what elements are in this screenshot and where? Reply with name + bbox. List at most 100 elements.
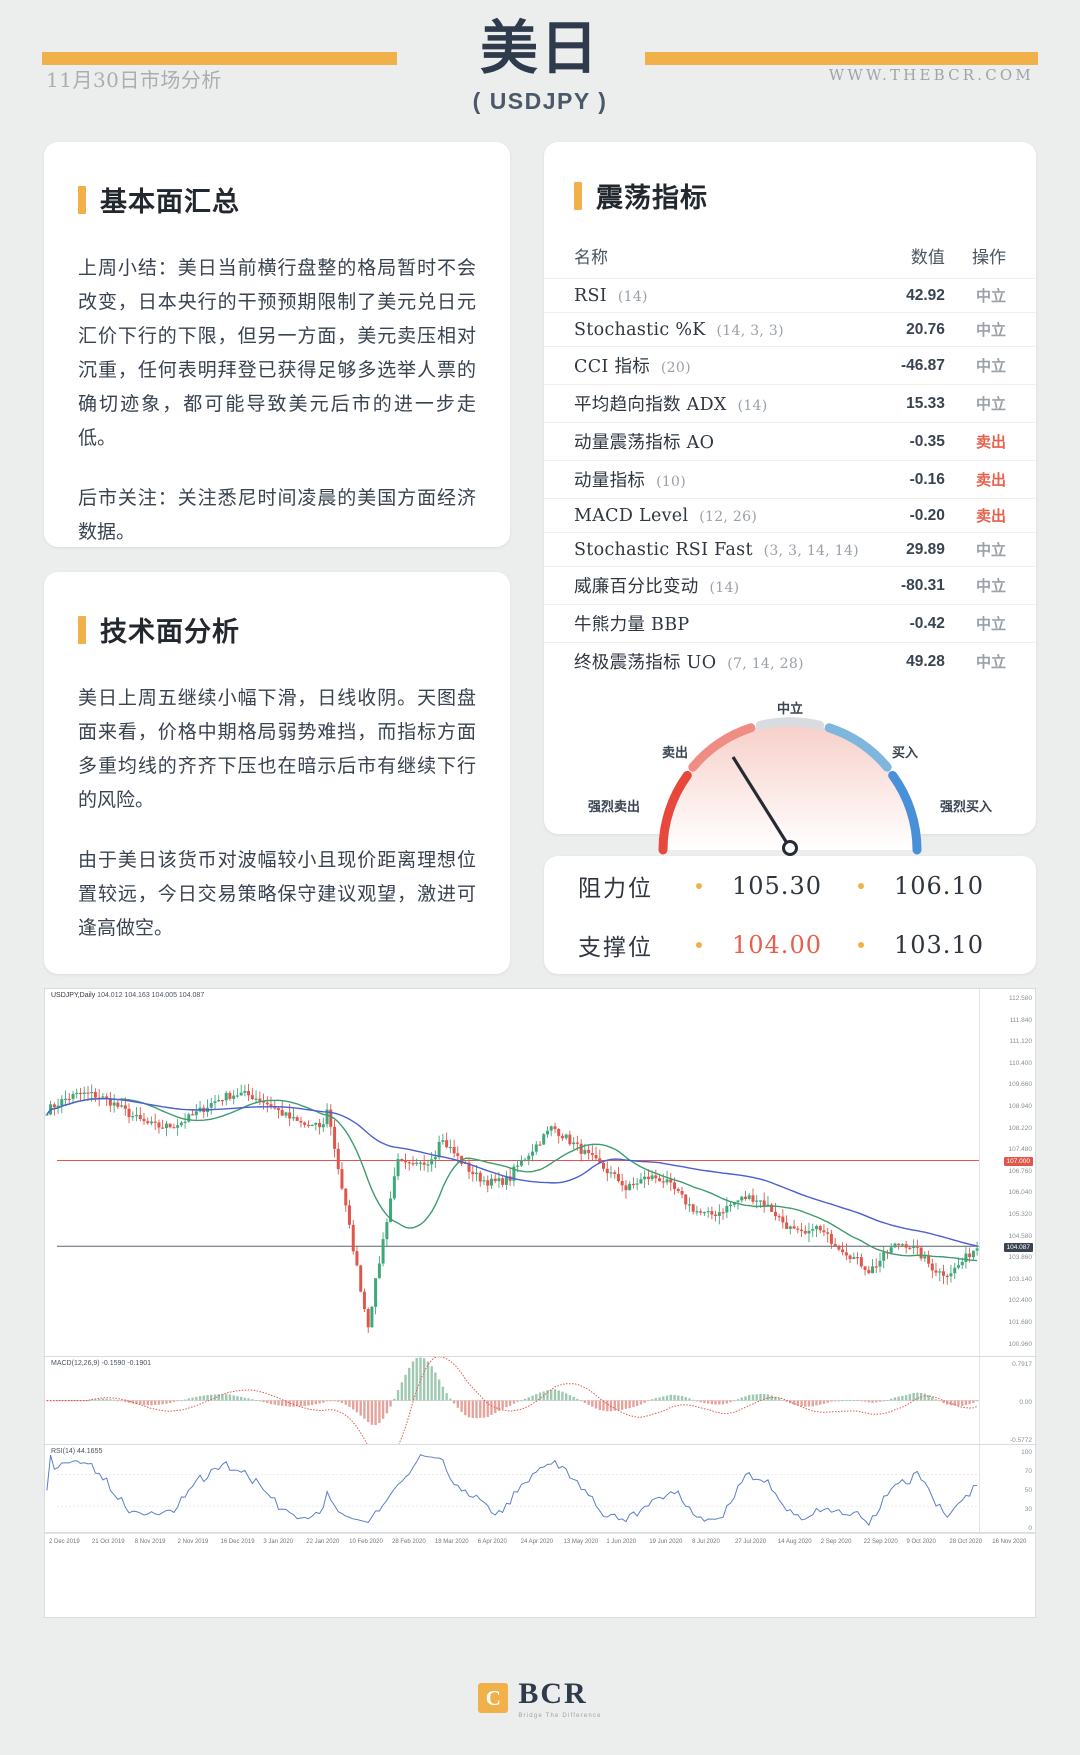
indicator-value: 15.33 <box>895 384 949 423</box>
support-value-2: 103.10 <box>894 930 984 959</box>
bcr-logo-text: BCR <box>518 1677 588 1710</box>
time-tick: 28 Oct 2020 <box>949 1538 983 1545</box>
time-tick: 6 Apr 2020 <box>477 1538 507 1545</box>
price-tick: 112.580 <box>1008 995 1032 1002</box>
col-header-value: 数值 <box>895 237 949 279</box>
indicator-action: 中立 <box>948 532 1036 567</box>
price-tick: 102.400 <box>1008 1297 1033 1305</box>
price-axis[interactable]: 112.580 111.840 111.120 110.400 109.660 108.9… <box>979 989 1035 1356</box>
technical-analysis-card: 技术面分析 美日上周五继续小幅下滑，日线收阴。天图盘面来看，价格中期格局弱势难挡… <box>44 572 510 974</box>
price-tick: 106.760 <box>1008 1167 1033 1175</box>
gauge-label-strong-buy: 强烈买入 <box>939 799 992 814</box>
price-tick: 111.120 <box>1009 1038 1032 1046</box>
rsi-plot <box>45 1445 979 1532</box>
gauge-pivot <box>782 840 798 856</box>
header-rule-left <box>42 52 397 65</box>
price-tick: 108.940 <box>1008 1103 1033 1110</box>
technical-paragraph-2: 由于美日该货币对波幅较小且现价距离理想位置较远，今日交易策略保守建议观望，激进可… <box>78 849 476 939</box>
sub-axis-tick: 30 <box>1024 1506 1032 1513</box>
oscillator-card-title: 震荡指标 <box>574 176 1006 215</box>
header-date: 11月30日市场分析 <box>46 68 222 92</box>
indicator-name: 动量震荡指标 AO <box>544 422 896 461</box>
support-cell-1: 104.00 <box>696 931 858 959</box>
time-tick: 22 Sep 2020 <box>863 1538 898 1545</box>
technical-card-title: 技术面分析 <box>78 610 476 649</box>
fundamental-title-text: 基本面汇总 <box>100 187 240 217</box>
gauge-label-sell: 卖出 <box>662 745 689 760</box>
indicator-param: (20) <box>660 360 691 376</box>
fundamental-body: 上周小结：美日当前横行盘整的格局暂时不会改变，日本央行的干预预期限制了美元兑日元… <box>78 251 476 549</box>
time-tick: 2 Sep 2020 <box>820 1538 852 1545</box>
indicator-name: 威廉百分比变动 (14) <box>544 566 896 605</box>
time-tick: 24 Apr 2020 <box>520 1538 553 1545</box>
indicator-param: (10) <box>656 474 687 490</box>
macd-svg <box>45 1355 979 1465</box>
oscillator-title-text: 震荡指标 <box>596 183 708 213</box>
time-tick: 19 Jun 2020 <box>649 1538 683 1545</box>
time-tick: 16 Dec 2019 <box>220 1538 255 1545</box>
technical-paragraph-1: 美日上周五继续小幅下滑，日线收阴。天图盘面来看，价格中期格局弱势难挡，而指标方面… <box>78 687 476 811</box>
indicator-name: 牛熊力量 BBP <box>544 604 896 643</box>
fundamental-summary-card: 基本面汇总 上周小结：美日当前横行盘整的格局暂时不会改变，日本央行的干预预期限制… <box>44 142 510 547</box>
technical-body: 美日上周五继续小幅下滑，日线收阴。天图盘面来看，价格中期格局弱势难挡，而指标方面… <box>78 681 476 945</box>
macd-axis: 0.7917 0.00 -0.5772 <box>979 1357 1035 1444</box>
price-tick: 103.860 <box>1008 1254 1033 1262</box>
gauge-segments <box>658 717 922 855</box>
sub-axis-tick: -0.5772 <box>1009 1437 1032 1444</box>
chart-symbol-title: USDJPY,Daily <box>51 992 96 999</box>
gauge-label-buy: 买入 <box>891 745 918 760</box>
indicator-action: 中立 <box>948 278 1036 313</box>
gauge-label-neutral: 中立 <box>776 701 804 716</box>
col-header-name: 名称 <box>544 237 896 279</box>
indicator-action: 中立 <box>975 653 1006 671</box>
page-title: 美日 <box>479 16 600 81</box>
support-resistance-card: 阻力位 105.30 106.10 支撑位 104.00 103.10 <box>544 856 1036 974</box>
time-tick: 27 Jul 2020 <box>735 1538 767 1545</box>
sub-axis-tick: 0 <box>1028 1525 1032 1532</box>
indicator-param: (14) <box>709 580 740 596</box>
indicator-value: -46.87 <box>895 346 949 385</box>
indicator-value: 29.89 <box>895 532 949 567</box>
price-tick: 109.660 <box>1008 1081 1033 1089</box>
time-tick: 18 Mar 2020 <box>434 1538 469 1545</box>
table-row: CCI 指标 (20) -46.87 中立 <box>544 346 1036 385</box>
indicator-value: -0.35 <box>895 422 949 461</box>
resistance-value-1: 105.30 <box>732 871 822 900</box>
time-tick: 2 Nov 2019 <box>177 1538 209 1545</box>
time-tick: 16 Nov 2020 <box>992 1538 1027 1545</box>
indicator-param: (14) <box>617 288 648 305</box>
price-chart-panel[interactable]: USDJPY,Daily 104.012 104.163 104.005 104… <box>44 988 1036 1618</box>
table-row: Stochastic RSI Fast (3, 3, 14, 14) 29.89 中… <box>544 532 1036 567</box>
bcr-logo-mark: C <box>478 1683 509 1713</box>
chart-main-pane[interactable]: USDJPY,Daily 104.012 104.163 104.005 104… <box>45 989 1035 1357</box>
indicator-name: CCI 指标 (20) <box>544 346 896 385</box>
indicator-name: 终极震荡指标 UO (7, 14, 28) <box>574 653 804 673</box>
indicator-action: 卖出 <box>948 422 1036 461</box>
sub-axis-tick: 0.00 <box>1019 1399 1032 1406</box>
fundamental-paragraph-1: 上周小结：美日当前横行盘整的格局暂时不会改变，日本央行的干预预期限制了美元兑日元… <box>78 257 476 449</box>
time-tick: 8 Nov 2019 <box>134 1538 166 1545</box>
sub-axis-tick: 0.7917 <box>1012 1361 1032 1368</box>
header-website: WWW.THEBCR.COM <box>828 66 1034 84</box>
header-rule-right <box>645 52 1038 65</box>
indicator-name: Stochastic RSI Fast (3, 3, 14, 14) <box>544 532 896 567</box>
rsi-pane[interactable]: RSI(14) 44.1655 100 70 50 30 0 <box>45 1445 1035 1533</box>
bullet-dot-icon <box>858 941 864 948</box>
price-tick: 111.840 <box>1009 1016 1032 1024</box>
time-axis: 2 Dec 2019 21 Oct 2019 8 Nov 2019 2 Nov 201… <box>45 1533 1035 1549</box>
oscillator-indicators-card: 震荡指标 名称 数值 操作 RSI (14) 42.92 中立 Stochastic … <box>544 142 1036 930</box>
gauge-segment-buy <box>824 723 892 772</box>
prior-close-badge: 107.000 <box>1003 1157 1033 1166</box>
macd-pane[interactable]: MACD(12,26,9) -0.1590 -0.1901 0.7917 0.00… <box>45 1355 1035 1465</box>
table-row: Stochastic %K (14, 3, 3) 20.76 中立 <box>544 312 1036 347</box>
resistance-value-2: 106.10 <box>894 871 984 900</box>
bullet-dot-icon <box>858 882 864 889</box>
oscillator-table: 名称 数值 操作 RSI (14) 42.92 中立 Stochastic %K (1… <box>544 237 1036 680</box>
gauge-label-strong-sell: 强烈卖出 <box>588 799 641 814</box>
footer-logo: C BCR Bridge The Difference <box>0 1677 1080 1719</box>
price-tick: 105.320 <box>1008 1211 1033 1218</box>
time-tick: 28 Feb 2020 <box>392 1538 426 1545</box>
price-tick: 104.580 <box>1008 1232 1033 1240</box>
chart-ohlc-values: 104.012 104.163 104.005 104.087 <box>97 992 205 999</box>
gauge-needle <box>731 756 792 849</box>
